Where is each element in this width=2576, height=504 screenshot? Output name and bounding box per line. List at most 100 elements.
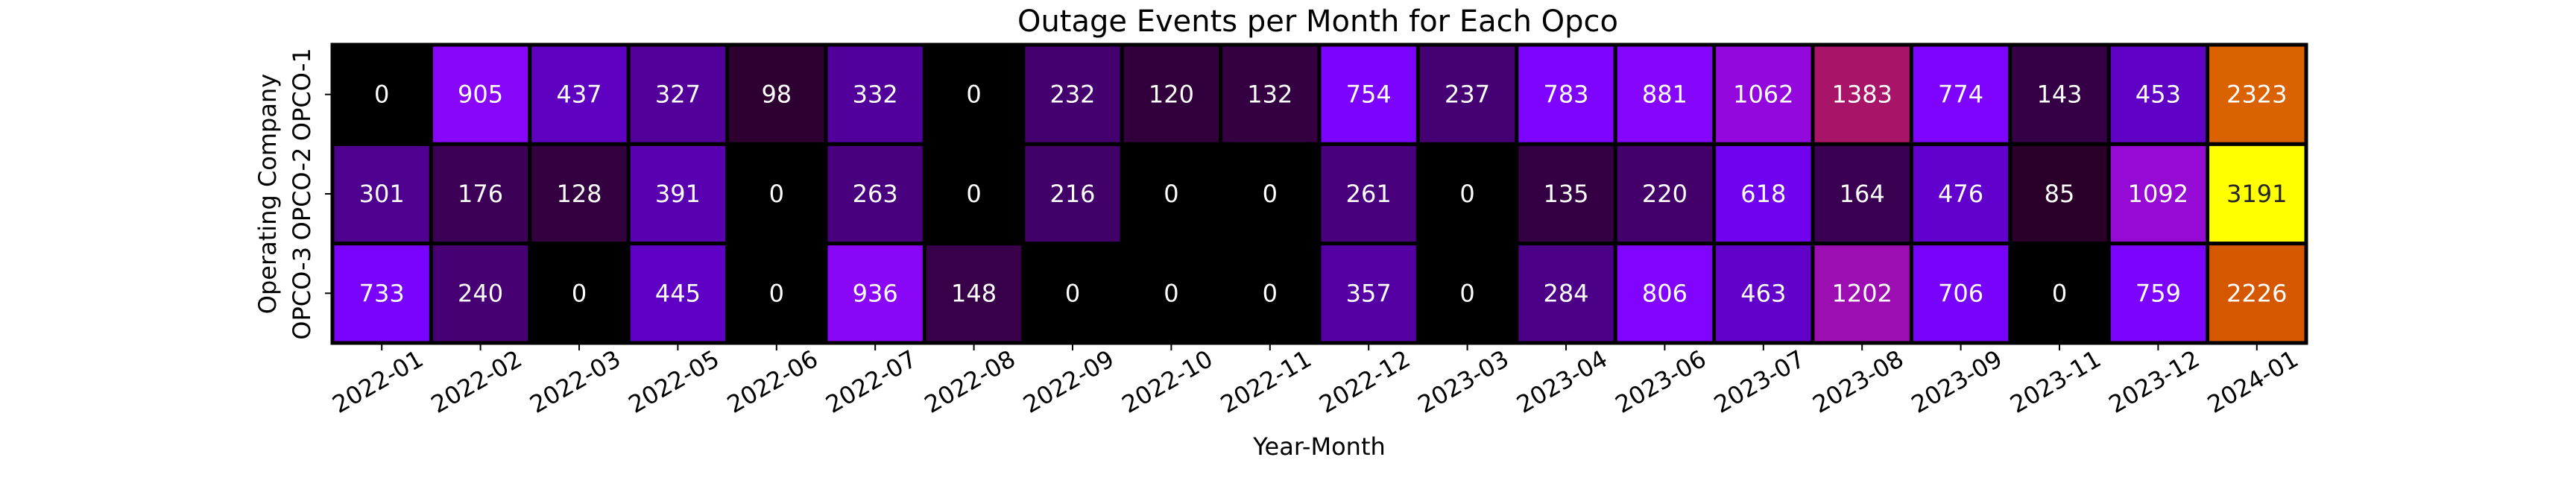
x-tick-label: 2022-11 [1216,344,1316,419]
cell-value-label: 232 [1049,81,1095,109]
x-axis-label: Year-Month [1252,432,1386,461]
chart-title: Outage Events per Month for Each Opco [1017,4,1618,39]
cell-value-label: 783 [1543,81,1588,109]
x-tick-label: 2022-02 [426,344,527,419]
x-tick-label: 2023-11 [2005,344,2106,419]
cell-value-label: 437 [556,81,602,109]
cell-value-label: 0 [1164,180,1178,208]
x-tick-label: 2023-06 [1611,344,1711,419]
cell-value-label: 120 [1149,81,1194,109]
x-tick-label: 2023-07 [1709,344,1810,419]
cell-value-label: 463 [1740,279,1786,307]
cell-value-label: 240 [458,279,503,307]
x-tick-label: 2022-09 [1018,344,1119,419]
cell-value-label: 759 [2135,279,2181,307]
heatmap-cell [1415,42,1519,146]
heatmap-cell [1909,42,2012,146]
cell-value-label: 0 [966,81,981,109]
heatmap-cell [2206,42,2308,146]
heatmap-cell [2106,42,2210,146]
cell-value-label: 706 [1938,279,1983,307]
cell-value-label: 618 [1740,180,1786,208]
cell-value-label: 327 [655,81,701,109]
cell-value-label: 85 [2045,180,2075,208]
y-tick-label: OPCO-3 [288,247,316,340]
cell-value-label: 261 [1346,180,1392,208]
heatmap-cell [1219,42,1322,146]
cell-value-label: 881 [1642,81,1688,109]
cell-value-label: 754 [1346,81,1392,109]
heatmap-cell [1021,242,1124,345]
cell-value-label: 0 [1459,180,1474,208]
y-axis: OPCO-1 OPCO-2 OPCO-3 [288,48,332,340]
cell-value-label: 0 [769,279,784,307]
cell-value-label: 774 [1938,81,1983,109]
heatmap-cell [1811,42,1913,146]
cell-value-label: 0 [572,279,587,307]
heatmap-cell [1811,242,1913,345]
heatmap-cell [922,142,1026,246]
heatmap-cell [1909,142,2012,246]
cell-value-label: 237 [1445,81,1490,109]
x-tick-label: 2022-07 [821,344,921,419]
cell-value-label: 0 [769,180,784,208]
x-tick-label: 2022-05 [624,344,724,419]
cell-value-label: 391 [655,180,701,208]
cell-value-label: 453 [2135,81,2181,109]
y-axis-label: Operating Company [253,74,282,314]
cell-value-label: 0 [1263,180,1278,208]
cell-value-label: 357 [1346,279,1392,307]
heatmap-cells: 0 905 437 327 98 332 0 232 120 132 754 237 783 881 106… [330,42,2308,345]
heatmap-cell [824,42,926,146]
heatmap-cell [1120,242,1223,345]
x-tick-label: 2022-06 [722,344,823,419]
heatmap-cell [1613,242,1717,345]
cell-value-label: 1062 [1733,81,1793,109]
heatmap-cell [1811,142,1913,246]
heatmap-cell [1317,242,1420,345]
cell-value-label: 176 [458,180,503,208]
heatmap-cell [1219,242,1322,345]
cell-value-label: 164 [1840,180,1885,208]
cell-value-label: 733 [359,279,405,307]
cell-value-label: 132 [1247,81,1292,109]
cell-value-label: 220 [1642,180,1688,208]
x-tick-label: 2023-03 [1413,344,1514,419]
x-tick-label: 2022-12 [1314,344,1415,419]
cell-value-label: 2323 [2226,81,2287,109]
cell-value-label: 98 [761,81,792,109]
x-tick-label: 2022-10 [1117,344,1218,419]
x-tick-label: 2023-08 [1808,344,1908,419]
cell-value-label: 0 [1164,279,1178,307]
cell-value-label: 1092 [2128,180,2188,208]
heatmap-cell [1317,142,1420,246]
cell-value-label: 128 [556,180,602,208]
heatmap-cell [1515,242,1617,345]
cell-value-label: 0 [2052,279,2067,307]
heatmap-cell [528,142,631,246]
x-tick-label: 2022-03 [525,344,625,419]
cell-value-label: 301 [359,180,405,208]
cell-value-label: 263 [853,180,898,208]
cell-value-label: 284 [1543,279,1588,307]
cell-value-label: 0 [1459,279,1474,307]
y-tick-label: OPCO-2 [288,148,316,241]
cell-value-label: 806 [1642,279,1688,307]
cell-value-label: 216 [1049,180,1095,208]
cell-value-label: 1202 [1831,279,1892,307]
heatmap-cell [2106,242,2210,345]
cell-value-label: 3191 [2226,180,2287,208]
cell-value-label: 0 [374,81,389,109]
x-tick-label: 2023-12 [2104,344,2205,419]
cell-value-label: 905 [458,81,503,109]
cell-value-label: 476 [1938,180,1983,208]
cell-value-label: 0 [1065,279,1080,307]
heatmap-cell [429,142,532,246]
cell-value-label: 143 [2036,81,2082,109]
heatmap-cell [824,242,926,345]
y-tick-label: OPCO-1 [288,48,316,141]
heatmap-cell [429,242,532,345]
x-tick-label: 2023-09 [1907,344,2007,419]
x-tick-label: 2022-01 [327,344,428,419]
